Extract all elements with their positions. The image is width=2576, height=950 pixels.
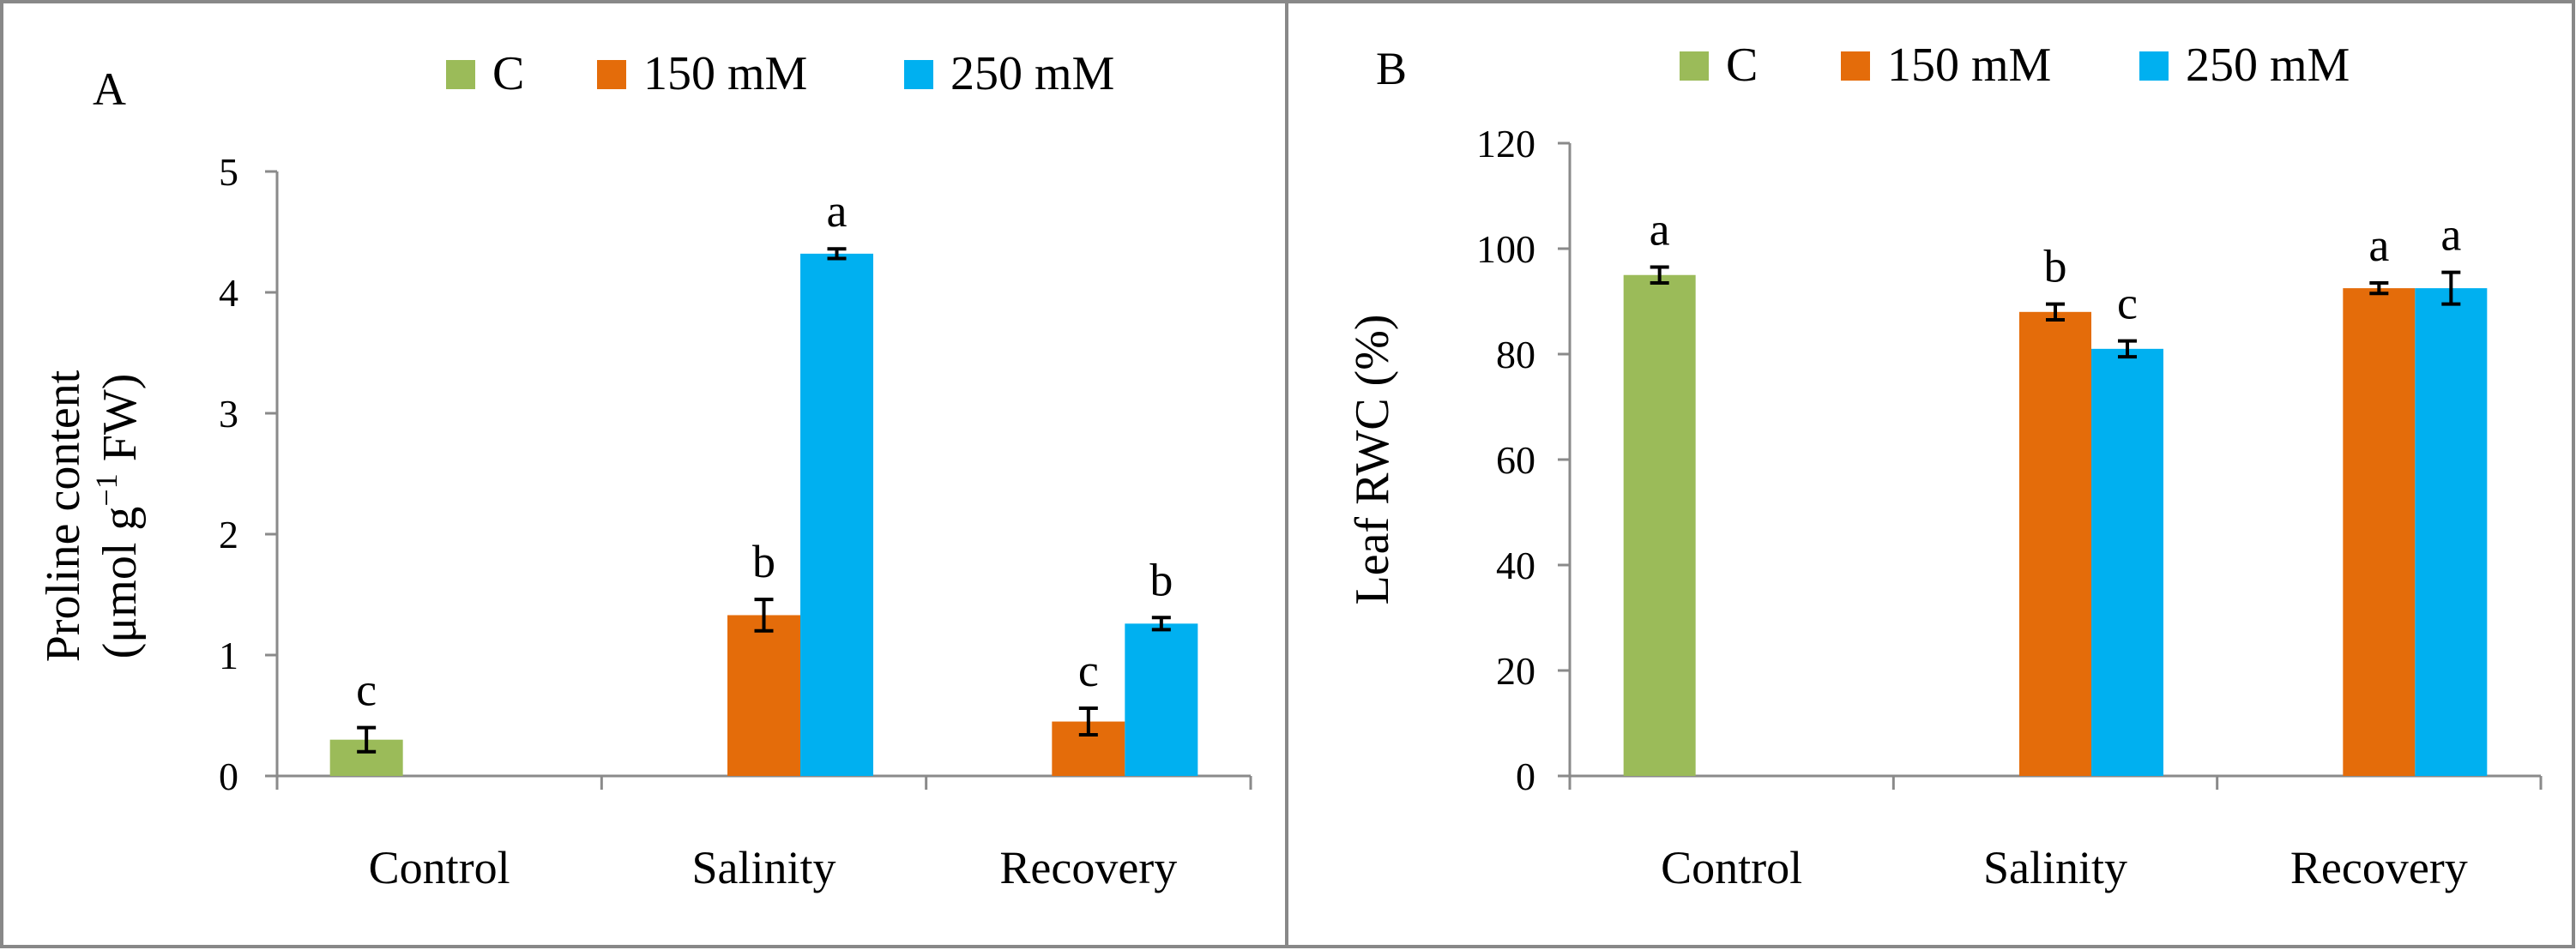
panel-a-y-title-prefix: (μmol g (94, 507, 147, 659)
panel-b-legend-label-150: 150 mM (1887, 39, 2051, 92)
panel-b-category-label: Salinity (1983, 842, 2127, 893)
panel-b-bar (1623, 274, 1696, 776)
panel-b-category-label: Control (1661, 842, 1802, 893)
panel-b-y-title: Leaf RWC (%) (1346, 315, 1399, 605)
panel-b-bar (2019, 311, 2091, 776)
panel-b-legend-swatch-250 (2139, 51, 2169, 81)
panel-b-y-tick-label: 100 (1476, 227, 1535, 271)
panel-b-significance-label: a (1650, 204, 1670, 256)
panel-b-y-tick-label: 0 (1516, 755, 1535, 798)
panel-b-significance-label: a (2440, 209, 2461, 261)
panel-b-y-tick-label: 20 (1496, 649, 1535, 693)
panel-b-y-tick-label: 80 (1496, 333, 1535, 376)
panel-a-y-tick-label: 2 (219, 513, 238, 556)
panel-b-plot: 0 20 40 60 80 100 120 Control Salinity Recovery a b… (1476, 122, 2543, 893)
panel-a-significance-label: c (356, 664, 377, 716)
panel-a-y-tick-label: 3 (219, 392, 238, 436)
panel-b-significance-label: a (2368, 219, 2389, 271)
panel-a-significance-label: c (1078, 645, 1099, 696)
panel-a-y-title-line2: (μmol g−1 FW) (89, 374, 147, 659)
panel-a-bar (1125, 623, 1198, 776)
panel-a-legend: C 150 mM 250 mM (446, 47, 1114, 100)
panel-a-legend-swatch-250 (904, 60, 933, 89)
panel-a-y-title: Proline content (μmol g−1 FW) (37, 370, 147, 662)
panel-b-category-label: Recovery (2290, 842, 2468, 893)
panel-a: A C 150 mM 250 mM Proline content (μmol … (0, 0, 1288, 948)
panel-b-legend-swatch-c (1680, 51, 1709, 81)
panel-b-y-tick-label: 40 (1496, 544, 1535, 587)
panel-a-frame (0, 0, 1288, 948)
panel-b-significance-label: c (2117, 278, 2138, 329)
panel-b: B C 150 mM 250 mM Leaf RWC (%) 0 20 40 60 80… (1285, 0, 2575, 948)
panel-a-legend-label-150: 150 mM (643, 47, 807, 100)
panel-a-bar (800, 253, 873, 776)
panel-a-y-tick-label: 0 (219, 755, 238, 798)
panel-a-bar (727, 615, 800, 776)
panel-b-legend-label-250: 250 mM (2186, 39, 2350, 92)
panel-a-legend-label-250: 250 mM (950, 47, 1114, 100)
panel-a-y-tick-label: 4 (219, 271, 238, 315)
panel-a-category-label: Recovery (999, 842, 1177, 893)
panel-a-significance-label: b (1149, 554, 1173, 605)
panel-a-legend-label-c: C (492, 47, 524, 100)
panel-a-letter: A (93, 63, 126, 115)
panel-b-legend: C 150 mM 250 mM (1680, 39, 2350, 92)
panel-a-legend-swatch-150 (597, 60, 626, 89)
panel-a-y-title-line1: Proline content (37, 370, 90, 662)
panel-a-category-label: Control (369, 842, 510, 893)
panel-b-bar (2091, 348, 2163, 776)
panel-b-legend-label-c: C (1726, 39, 1758, 92)
panel-b-bar (2343, 288, 2416, 776)
panel-b-y-tick-label: 120 (1476, 122, 1535, 165)
panel-a-significance-label: b (752, 536, 775, 587)
panel-a-significance-label: a (827, 185, 848, 237)
panel-a-y-title-suffix: FW) (94, 374, 147, 474)
panel-a-y-tick-label: 5 (219, 150, 238, 194)
panel-a-category-label: Salinity (691, 842, 836, 893)
panel-a-y-title-sup: −1 (89, 473, 124, 506)
panel-a-y-tick-label: 1 (219, 634, 238, 677)
panel-a-legend-swatch-c (446, 60, 475, 89)
panel-b-letter: B (1376, 43, 1407, 94)
panel-b-bar (2415, 288, 2488, 776)
panel-b-legend-swatch-150 (1841, 51, 1870, 81)
panel-b-y-tick-label: 60 (1496, 438, 1535, 482)
panel-b-significance-label: b (2044, 241, 2067, 292)
